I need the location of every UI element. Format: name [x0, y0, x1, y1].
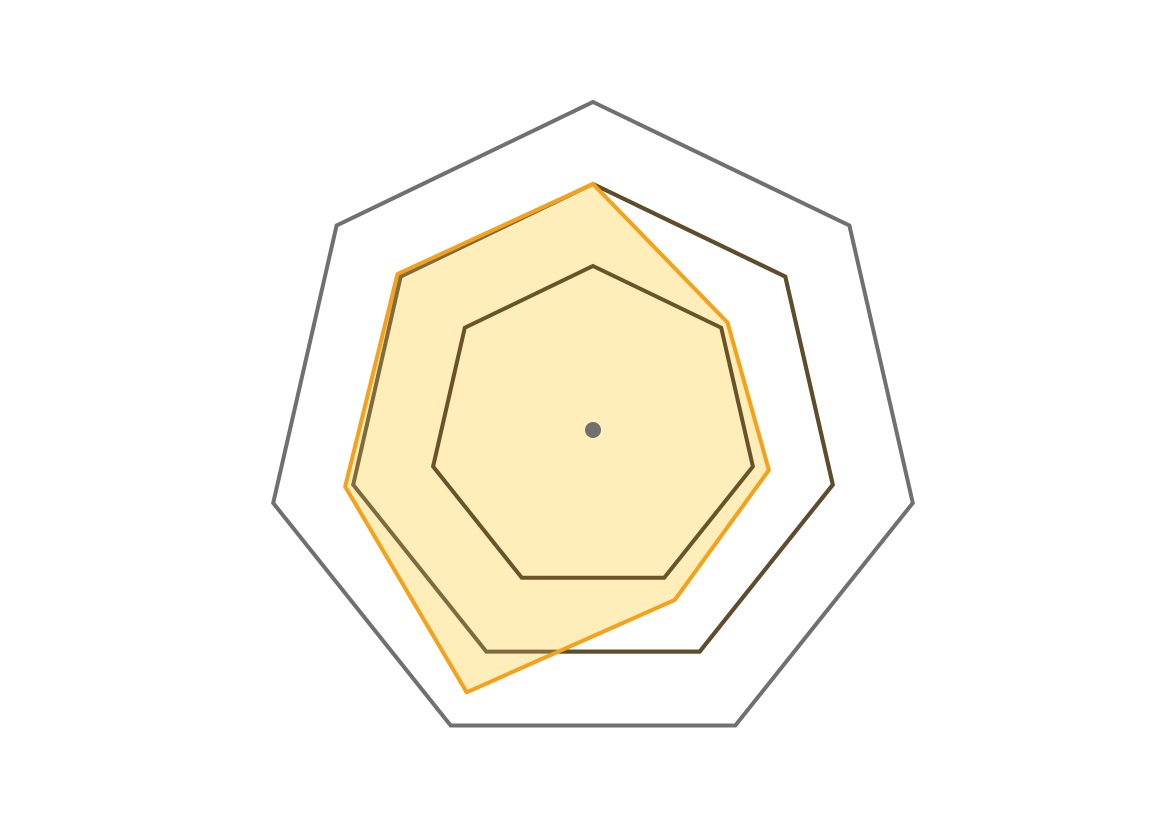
radar-grid-ring-inner	[430, 263, 756, 580]
radar-center-dot	[585, 422, 601, 438]
radar-series-line-0	[343, 182, 771, 695]
radar-overlay	[343, 181, 835, 695]
radar-grid-ring-outer	[271, 99, 915, 728]
radar-series-area-0	[345, 184, 769, 693]
radar-grid-ring-middle-overlay	[351, 181, 835, 654]
radar-series-layer	[345, 184, 769, 693]
